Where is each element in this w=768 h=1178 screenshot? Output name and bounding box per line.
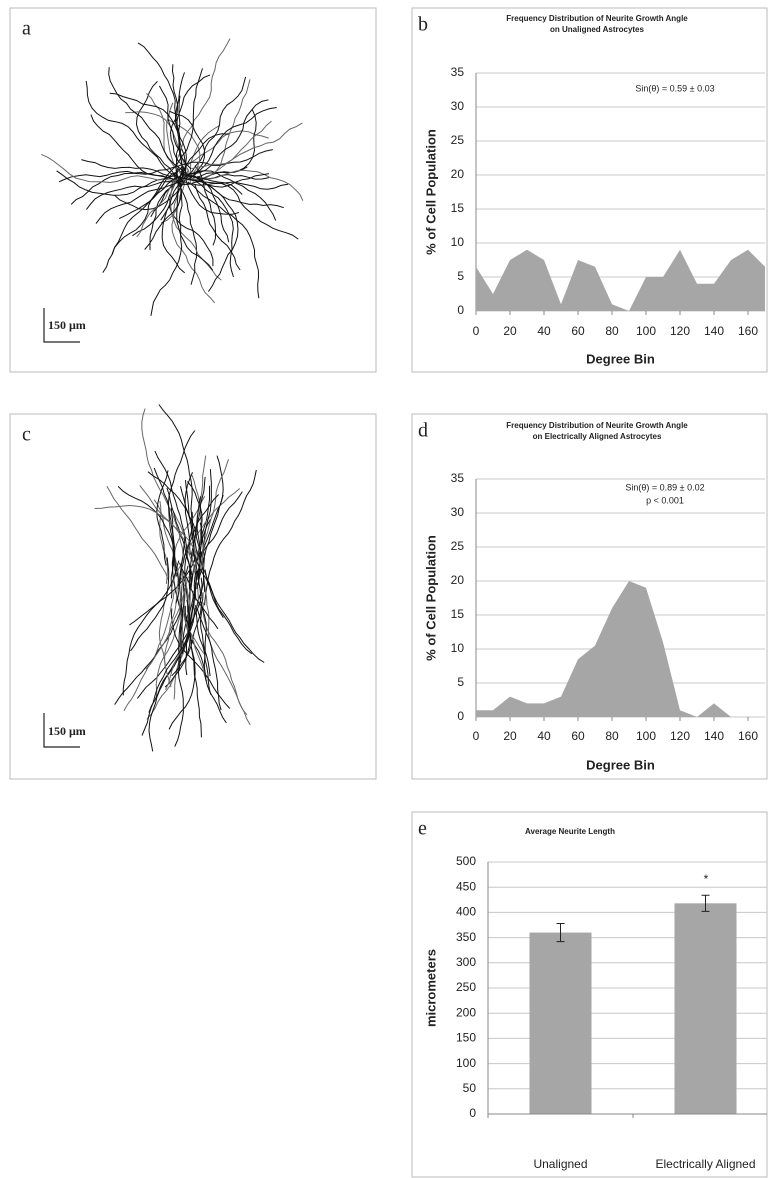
y-tick-label: 150 — [456, 1031, 476, 1045]
y-axis-label: % of Cell Population — [423, 535, 438, 661]
neurite — [118, 486, 174, 566]
annotation: p < 0.001 — [646, 495, 684, 505]
y-tick-label: 20 — [451, 573, 465, 587]
neurite — [189, 179, 233, 277]
scale-label: 150 μm — [48, 318, 86, 332]
x-axis-label: Degree Bin — [586, 757, 655, 772]
x-tick-label: 60 — [571, 324, 585, 338]
x-tick-label: 100 — [636, 324, 656, 338]
figure: a 150 μm c 150 μm b Frequency Distributio… — [0, 0, 768, 1178]
neurite — [137, 81, 177, 180]
y-tick-label: 400 — [456, 905, 476, 919]
x-tick-label: Electrically Aligned — [655, 1157, 755, 1171]
y-axis-label: micrometers — [423, 949, 438, 1027]
neurite — [204, 570, 264, 662]
y-tick-label: 200 — [456, 1005, 476, 1019]
x-tick-label: Unaligned — [533, 1157, 587, 1171]
y-tick-label: 5 — [457, 675, 464, 689]
x-tick-label: 20 — [503, 729, 517, 743]
y-axis-label: % of Cell Population — [423, 129, 438, 255]
neurite — [176, 177, 197, 284]
x-tick-label: 80 — [605, 729, 619, 743]
panel-label: c — [22, 424, 31, 446]
y-tick-label: 30 — [451, 99, 465, 113]
annotation: Sin(θ) = 0.89 ± 0.02 — [625, 482, 704, 492]
y-tick-label: 10 — [451, 641, 465, 655]
x-tick-label: 40 — [537, 729, 551, 743]
neurite — [203, 603, 250, 725]
x-tick-label: 160 — [738, 324, 758, 338]
neurite — [191, 125, 220, 177]
y-tick-label: 250 — [456, 980, 476, 994]
y-tick-label: 25 — [451, 133, 465, 147]
panel-frame — [412, 8, 767, 372]
panel-frame — [412, 414, 767, 779]
x-tick-label: 60 — [571, 729, 585, 743]
y-tick-label: 35 — [451, 65, 465, 79]
chart-title: on Unaligned Astrocytes — [550, 25, 644, 34]
y-tick-label: 25 — [451, 539, 465, 553]
y-tick-label: 35 — [451, 471, 465, 485]
y-tick-label: 300 — [456, 955, 476, 969]
y-tick-label: 500 — [456, 854, 476, 868]
x-tick-label: 140 — [704, 729, 724, 743]
y-tick-label: 0 — [457, 303, 464, 317]
y-tick-label: 30 — [451, 505, 465, 519]
x-tick-label: 20 — [503, 324, 517, 338]
panel-label: e — [418, 818, 427, 840]
neurite — [205, 470, 257, 605]
neurite — [188, 182, 259, 298]
bar — [675, 903, 737, 1114]
x-tick-label: 80 — [605, 324, 619, 338]
chart-title: on Electrically Aligned Astrocytes — [533, 432, 662, 441]
x-tick-label: 140 — [704, 324, 724, 338]
y-tick-label: 5 — [457, 269, 464, 283]
y-tick-label: 10 — [451, 235, 465, 249]
neurite — [180, 177, 298, 239]
y-tick-label: 0 — [469, 1106, 476, 1120]
y-tick-label: 15 — [451, 201, 465, 215]
x-tick-label: 40 — [537, 324, 551, 338]
neuron-tracings — [41, 39, 303, 752]
y-tick-label: 100 — [456, 1056, 476, 1070]
neurite — [137, 180, 175, 237]
x-tick-label: 100 — [636, 729, 656, 743]
panel-label: a — [22, 18, 31, 40]
scale-label: 150 μm — [48, 724, 86, 738]
x-tick-label: 0 — [473, 324, 480, 338]
y-tick-label: 0 — [457, 709, 464, 723]
neurite — [110, 93, 179, 167]
x-tick-label: 120 — [670, 729, 690, 743]
panel-label: d — [418, 420, 428, 442]
y-tick-label: 450 — [456, 879, 476, 893]
y-tick-label: 15 — [451, 607, 465, 621]
chart-title: Average Neurite Length — [525, 827, 615, 836]
annotation: Sin(θ) = 0.59 ± 0.03 — [635, 83, 714, 93]
neurite — [189, 108, 277, 180]
neurite — [205, 570, 252, 654]
x-tick-label: 120 — [670, 324, 690, 338]
x-tick-label: 0 — [473, 729, 480, 743]
chart-title: Frequency Distribution of Neurite Growth… — [506, 421, 688, 430]
x-tick-label: 160 — [738, 729, 758, 743]
y-tick-label: 350 — [456, 930, 476, 944]
chart-title: Frequency Distribution of Neurite Growth… — [506, 14, 688, 23]
annotation: * — [704, 872, 709, 886]
y-tick-label: 20 — [451, 167, 465, 181]
panel-label: b — [418, 14, 428, 36]
area — [476, 250, 765, 311]
y-tick-label: 50 — [463, 1081, 477, 1095]
x-axis-label: Degree Bin — [586, 351, 655, 366]
scale-bar — [44, 308, 80, 747]
bar — [530, 933, 592, 1114]
